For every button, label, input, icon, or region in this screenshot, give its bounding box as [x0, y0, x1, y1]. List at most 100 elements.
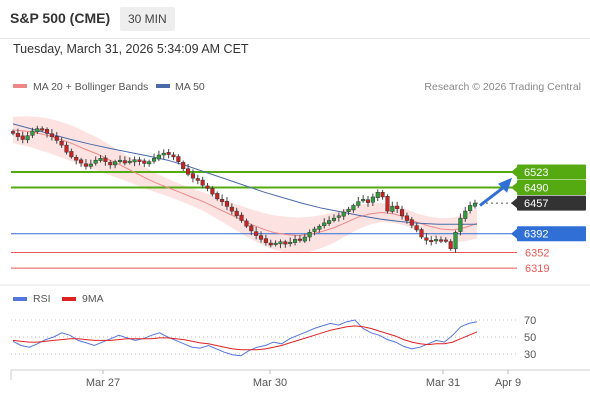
candle-body — [409, 219, 414, 226]
candle-body — [302, 236, 307, 242]
level-box-6523 — [517, 164, 586, 180]
candle — [103, 155, 108, 166]
candle-body — [288, 241, 293, 244]
candle — [404, 212, 409, 224]
candle-body — [117, 159, 123, 162]
candle — [317, 224, 322, 233]
candle-body — [69, 151, 74, 158]
candle-body — [293, 239, 298, 243]
candle — [98, 155, 103, 163]
candle — [453, 230, 458, 254]
candle — [49, 129, 54, 141]
candle — [468, 201, 473, 214]
candle — [64, 141, 69, 155]
candle — [370, 193, 375, 206]
candle-body — [54, 136, 59, 141]
chart-legend: MA 20 + Bollinger Bands MA 50 Research ©… — [13, 81, 581, 93]
candle-body — [171, 154, 176, 158]
forecast-arrow-head — [498, 177, 512, 193]
candle-body — [127, 160, 132, 163]
ma20-legend-swatch — [13, 84, 27, 88]
candle — [268, 239, 273, 248]
timeframe-badge[interactable]: 30 MIN — [120, 7, 175, 31]
candle-body — [83, 163, 88, 167]
candle — [200, 176, 205, 189]
level-pointer-6523 — [511, 166, 517, 177]
candle — [434, 235, 439, 245]
candle — [312, 226, 317, 236]
candle-body — [463, 210, 468, 219]
candle-body — [142, 160, 147, 164]
candle-body — [331, 217, 337, 221]
candle — [79, 157, 84, 167]
candle-body — [346, 208, 351, 212]
candle — [341, 209, 346, 220]
candle-body — [468, 205, 473, 211]
candle — [293, 235, 298, 246]
candle-body — [380, 191, 385, 198]
candle — [40, 126, 45, 132]
candle — [10, 129, 16, 136]
candle — [336, 212, 341, 222]
candle-body — [278, 241, 283, 245]
candle-body — [49, 133, 54, 137]
candle — [278, 239, 283, 249]
candle-body — [341, 211, 346, 217]
level-pointer-6392 — [511, 228, 517, 239]
candle-body — [30, 130, 35, 136]
x-tick-label: Mar 30 — [253, 377, 287, 389]
candle — [424, 233, 429, 245]
rsi-legend-swatch — [13, 297, 27, 301]
rsi-line — [12, 319, 478, 357]
level-pointer-6457 — [511, 198, 517, 209]
level-label-6319: 6319 — [525, 263, 549, 275]
candle-body — [205, 185, 210, 189]
candle — [273, 240, 278, 247]
level-pointer-6490 — [511, 182, 517, 193]
candle-body — [59, 140, 64, 146]
candle — [244, 218, 249, 229]
candle-body — [220, 198, 225, 202]
candle — [30, 127, 35, 139]
candle — [69, 148, 74, 159]
candle — [302, 233, 307, 243]
candle-body — [156, 154, 161, 160]
candle — [59, 137, 64, 148]
candle — [239, 212, 244, 223]
candle-body — [448, 241, 453, 250]
candle — [361, 195, 366, 203]
candle — [365, 195, 371, 207]
candle — [132, 156, 137, 167]
candle-body — [40, 128, 45, 131]
candle — [346, 206, 351, 215]
candle-body — [361, 199, 366, 202]
candle-body — [327, 220, 332, 224]
candle — [181, 160, 186, 172]
candle — [122, 156, 127, 166]
candle-body — [336, 215, 341, 218]
candle-body — [404, 215, 409, 221]
candle — [220, 194, 225, 206]
candle — [356, 196, 361, 208]
level-label-6352: 6352 — [525, 248, 549, 260]
credit-text: Research © 2026 Trading Central — [424, 81, 581, 93]
candle — [74, 154, 79, 165]
candle-body — [229, 206, 234, 212]
x-tick-label: Apr 9 — [495, 377, 521, 389]
candle — [297, 235, 302, 243]
candle-body — [400, 209, 405, 217]
candle — [54, 132, 59, 144]
candle-body — [307, 232, 312, 238]
candle-body — [395, 205, 400, 209]
candle-body — [10, 131, 16, 134]
candlesticks — [10, 125, 478, 254]
candle-body — [122, 160, 127, 164]
candle-body — [44, 129, 50, 134]
candle-body — [176, 156, 181, 162]
candle — [161, 149, 166, 160]
forecast-arrow-shaft — [479, 186, 504, 207]
candle-body — [147, 161, 152, 165]
candle-body — [244, 220, 249, 227]
candle-body — [190, 173, 195, 179]
candle-body — [224, 201, 230, 207]
